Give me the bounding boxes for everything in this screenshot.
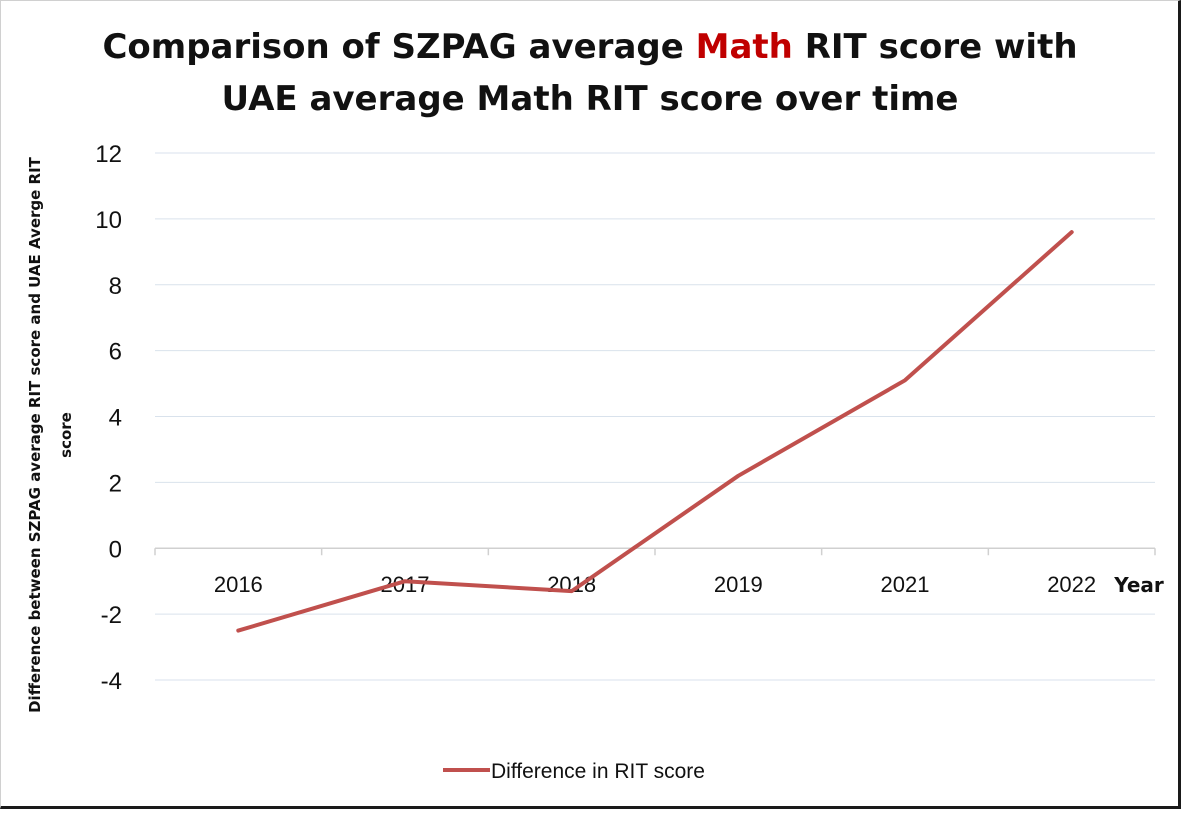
- y-tick-label: 10: [95, 207, 122, 234]
- title-part-after: RIT score with: [793, 27, 1078, 67]
- x-tick-label: 2021: [881, 572, 930, 597]
- chart-title-line2: UAE average Math RIT score over time: [222, 79, 959, 119]
- chart-title-line1: Comparison of SZPAG average Math RIT sco…: [102, 27, 1077, 67]
- y-axis-title: Difference between SZPAG average RIT sco…: [26, 156, 75, 713]
- legend-label: Difference in RIT score: [491, 760, 705, 783]
- legend: Difference in RIT score: [443, 760, 705, 783]
- x-tick-label: 2019: [714, 572, 763, 597]
- x-tick-labels: 2016 2017 2018 2019 2021 2022: [214, 572, 1096, 597]
- y-tick-label: 12: [95, 141, 122, 168]
- grid-layer: [155, 152, 1155, 681]
- x-tick-label: 2022: [1047, 572, 1096, 597]
- y-tick-label: -2: [101, 602, 122, 629]
- y-tick-label: 4: [109, 405, 122, 432]
- x-tick-label: 2018: [547, 572, 596, 597]
- y-axis-title-line2: score: [57, 412, 75, 458]
- y-tick-label: 2: [109, 470, 122, 497]
- series-line: [236, 230, 1074, 633]
- y-axis-title-line1: Difference between SZPAG average RIT sco…: [26, 156, 44, 713]
- title-part-before: Comparison of SZPAG average: [102, 27, 695, 67]
- x-axis: [154, 547, 1156, 556]
- y-tick-labels: -4 -2 0 2 4 6 8 10 12: [95, 141, 122, 695]
- series-layer: [236, 230, 1074, 633]
- x-tick-label: 2016: [214, 572, 263, 597]
- x-axis-title: Year: [1113, 573, 1164, 597]
- y-tick-label: -4: [101, 668, 122, 695]
- y-tick-label: 0: [109, 536, 122, 563]
- y-tick-label: 8: [109, 273, 122, 300]
- title-part-highlight: Math: [696, 27, 793, 67]
- y-tick-label: 6: [109, 339, 122, 366]
